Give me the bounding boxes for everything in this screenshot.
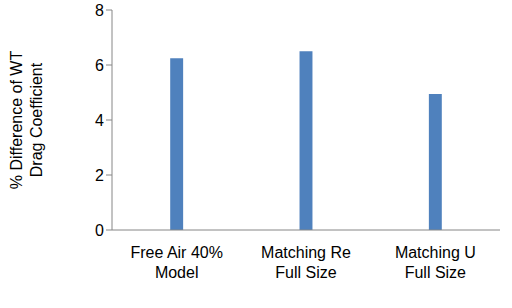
svg-text:Matching ReFull Size: Matching ReFull Size (261, 244, 351, 281)
svg-text:2: 2 (95, 167, 104, 184)
svg-text:Free Air 40%Model: Free Air 40%Model (130, 244, 222, 281)
svg-text:0: 0 (95, 222, 104, 239)
svg-text:8: 8 (95, 2, 104, 19)
svg-text:% Difference of WTDrag Coeffic: % Difference of WTDrag Coefficient (8, 51, 45, 190)
svg-text:4: 4 (95, 112, 104, 129)
svg-text:Matching UFull Size: Matching UFull Size (395, 244, 476, 281)
svg-text:6: 6 (95, 57, 104, 74)
